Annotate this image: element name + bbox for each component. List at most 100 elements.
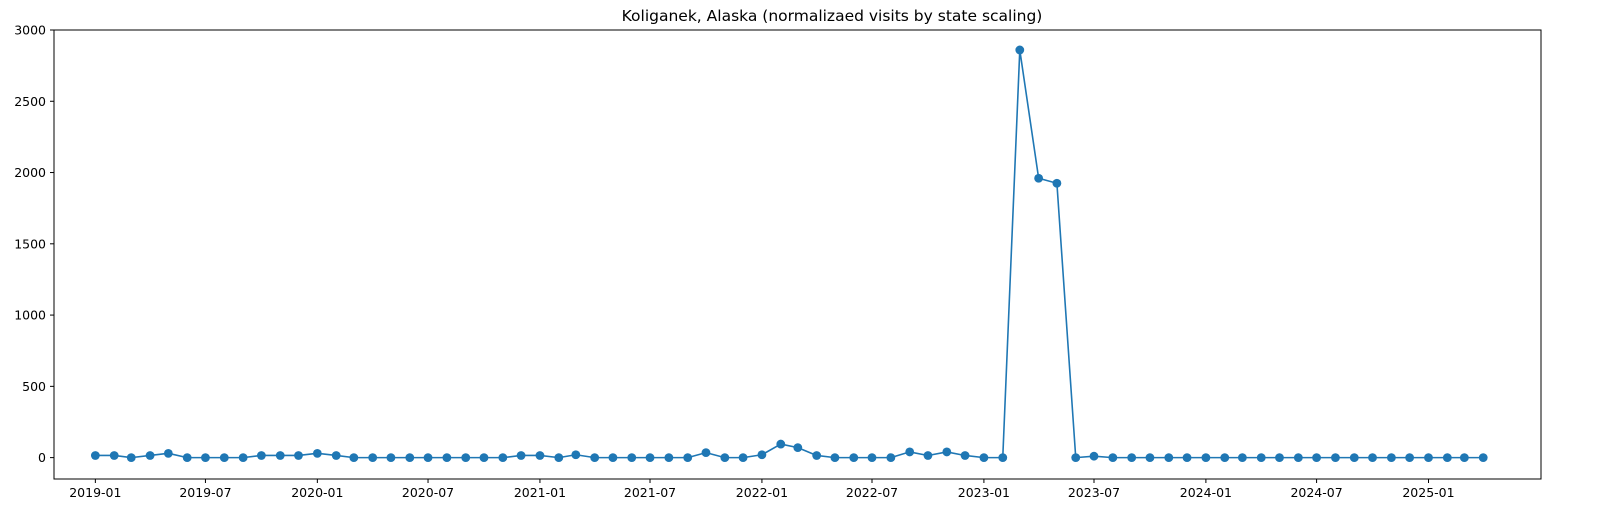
data-point (1034, 173, 1044, 183)
x-tick-label: 2023-07 (1068, 485, 1120, 500)
data-point (554, 453, 564, 463)
data-point (1220, 453, 1230, 463)
data-point (1127, 453, 1137, 463)
data-point (645, 453, 655, 463)
data-point (1164, 453, 1174, 463)
data-point (1201, 453, 1211, 463)
x-tick-label: 2019-01 (69, 485, 121, 500)
data-point (498, 453, 508, 463)
series-line (95, 49, 1484, 459)
data-point (979, 453, 989, 463)
data-point (1293, 453, 1303, 463)
x-tick-label: 2022-01 (736, 485, 788, 500)
data-point (905, 447, 915, 457)
x-tick-label: 2020-01 (291, 485, 343, 500)
data-point (1071, 453, 1081, 463)
data-point (1256, 453, 1266, 463)
data-point (219, 453, 229, 463)
data-point (998, 453, 1008, 463)
data-point (571, 450, 581, 460)
y-tick-label: 2000 (14, 165, 46, 180)
data-point (535, 451, 545, 460)
data-point (182, 453, 192, 463)
x-tick-label: 2024-01 (1180, 485, 1232, 500)
data-point (627, 453, 637, 463)
data-point (109, 451, 119, 460)
data-point (812, 451, 822, 460)
data-point (349, 453, 359, 463)
data-point (386, 453, 396, 463)
x-tick-label: 2025-01 (1402, 485, 1454, 500)
data-point (738, 453, 748, 463)
data-point (683, 453, 693, 463)
data-point (1405, 453, 1415, 463)
data-point (701, 448, 711, 458)
data-point (590, 453, 600, 463)
data-point (256, 451, 266, 460)
data-point (757, 450, 767, 460)
data-point (608, 453, 618, 463)
data-point (1442, 453, 1452, 463)
x-tick-label: 2021-07 (624, 485, 676, 500)
y-tick-label: 0 (38, 450, 46, 465)
data-point (479, 453, 489, 463)
data-point (331, 451, 341, 460)
data-point (942, 447, 952, 457)
data-point (849, 453, 859, 463)
data-point (126, 453, 136, 463)
data-point (238, 453, 248, 463)
x-tick-label: 2023-01 (958, 485, 1010, 500)
data-point (516, 451, 526, 460)
data-point (1331, 453, 1340, 463)
data-point (294, 451, 303, 460)
data-point (368, 453, 378, 463)
data-point (664, 453, 674, 463)
data-point (960, 451, 970, 460)
chart-title: Koliganek, Alaska (normalizaed visits by… (622, 7, 1043, 25)
data-point (1312, 453, 1321, 463)
data-point (405, 453, 415, 463)
data-point (1089, 451, 1099, 461)
data-point (423, 453, 433, 463)
x-tick-label: 2021-01 (514, 485, 566, 500)
data-point (1386, 453, 1396, 463)
data-point (867, 453, 877, 463)
y-tick-label: 1500 (14, 236, 46, 251)
data-point (923, 451, 933, 460)
data-point (720, 453, 730, 463)
data-point (1478, 453, 1488, 463)
data-point (1275, 453, 1284, 463)
data-point (830, 453, 840, 463)
data-point (1368, 453, 1377, 463)
data-point (1052, 178, 1062, 188)
data-point (886, 453, 896, 463)
x-tick-label: 2024-07 (1290, 485, 1342, 500)
data-point (461, 453, 471, 463)
data-point (1015, 45, 1025, 55)
data-point (145, 451, 155, 460)
data-point (201, 453, 210, 463)
y-tick-label: 2500 (14, 94, 46, 109)
data-point (1459, 453, 1469, 463)
x-tick-label: 2019-07 (179, 485, 231, 500)
data-point (1237, 453, 1247, 463)
data-point (163, 448, 173, 458)
data-point (1108, 453, 1118, 463)
data-point (312, 448, 322, 458)
data-point (90, 451, 100, 460)
data-point (1349, 453, 1359, 463)
data-point (275, 451, 285, 460)
data-point (1424, 453, 1433, 463)
plot-frame (53, 29, 1542, 480)
x-tick-label: 2020-07 (402, 485, 454, 500)
data-point (776, 439, 786, 449)
y-axis: 0 500 1000 1500 2000 2500 3000 (14, 23, 54, 465)
plot-layer (90, 45, 1488, 463)
x-axis: 2019-01 2019-07 2020-01 2020-07 2021-01 2021-… (69, 479, 1455, 500)
data-point (1182, 453, 1192, 463)
data-point (1145, 453, 1155, 463)
data-point (793, 443, 803, 453)
data-point (442, 453, 452, 463)
